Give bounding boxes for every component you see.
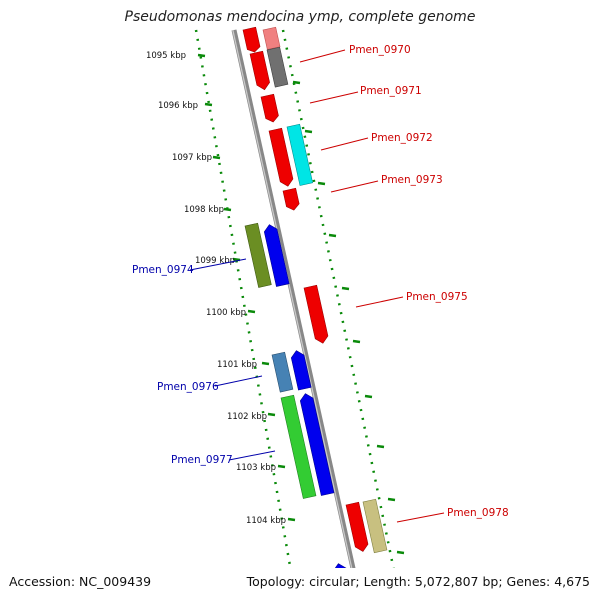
gene-label-pmen-0970[interactable]: Pmen_0970	[349, 44, 411, 56]
genome-backbone	[231, 29, 356, 568]
gene-blue-1[interactable]	[263, 223, 290, 287]
tick-label: 1104 kbp	[246, 516, 286, 526]
gene-label-pmen-0975[interactable]: Pmen_0975	[406, 291, 468, 303]
gene-red-5[interactable]	[282, 187, 300, 211]
gene-red-4[interactable]	[268, 127, 294, 187]
gene-blue-2[interactable]	[290, 349, 312, 391]
gene-label-pmen-0972[interactable]: Pmen_0972	[371, 132, 433, 144]
tick-label: 1096 kbp	[158, 101, 198, 111]
gene-gray[interactable]	[266, 46, 289, 88]
gene-cyan[interactable]	[286, 123, 314, 186]
gene-label-pmen-0971[interactable]: Pmen_0971	[360, 85, 422, 97]
gene-red-7[interactable]	[345, 501, 369, 553]
gene-blue-3[interactable]	[299, 392, 335, 496]
tick-label: 1102 kbp	[227, 412, 267, 422]
tick-label: 1097 kbp	[172, 153, 212, 163]
label-connectors	[189, 49, 445, 523]
gene-khaki[interactable]	[362, 498, 388, 554]
gene-red-3[interactable]	[260, 93, 280, 123]
tick-label: 1101 kbp	[217, 360, 257, 370]
tick-label: 1103 kbp	[236, 463, 276, 473]
gene-label-pmen-0973[interactable]: Pmen_0973	[381, 174, 443, 186]
gene-label-pmen-0976[interactable]: Pmen_0976	[157, 381, 219, 393]
map-title: Pseudomonas mendocina ymp, complete geno…	[124, 9, 476, 25]
gene-label-pmen-0978[interactable]: Pmen_0978	[447, 507, 509, 519]
gene-olive[interactable]	[244, 222, 272, 288]
tick-label: 1099 kbp	[195, 256, 235, 266]
gene-blue-4[interactable]	[332, 562, 354, 600]
tick-label: 1098 kbp	[184, 205, 224, 215]
gene-red-2[interactable]	[249, 50, 271, 91]
gene-green[interactable]	[280, 394, 317, 499]
accession-text: Accession: NC_009439	[9, 574, 152, 589]
gene-red-1[interactable]	[242, 26, 261, 53]
tick-labels: 1095 kbp 1096 kbp 1097 kbp 1098 kbp 1099…	[146, 51, 286, 526]
genome-stats-text: Topology: circular; Length: 5,072,807 bp…	[246, 574, 590, 589]
gene-red-6[interactable]	[303, 284, 329, 344]
gene-pink[interactable]	[262, 26, 281, 50]
inner-ticks	[197, 53, 296, 522]
inner-dotted-track	[194, 29, 292, 568]
gene-label-pmen-0974[interactable]: Pmen_0974	[132, 264, 194, 276]
gene-label-pmen-0977[interactable]: Pmen_0977	[171, 454, 233, 466]
tick-label: 1095 kbp	[146, 51, 186, 61]
tick-label: 1100 kbp	[206, 308, 246, 318]
outer-ticks	[292, 80, 405, 555]
gene-labels: Pmen_0970 Pmen_0971 Pmen_0972 Pmen_0973 …	[132, 44, 509, 519]
gene-steelblue[interactable]	[271, 351, 294, 393]
